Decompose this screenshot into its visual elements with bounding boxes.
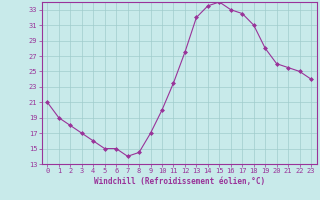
X-axis label: Windchill (Refroidissement éolien,°C): Windchill (Refroidissement éolien,°C) [94,177,265,186]
